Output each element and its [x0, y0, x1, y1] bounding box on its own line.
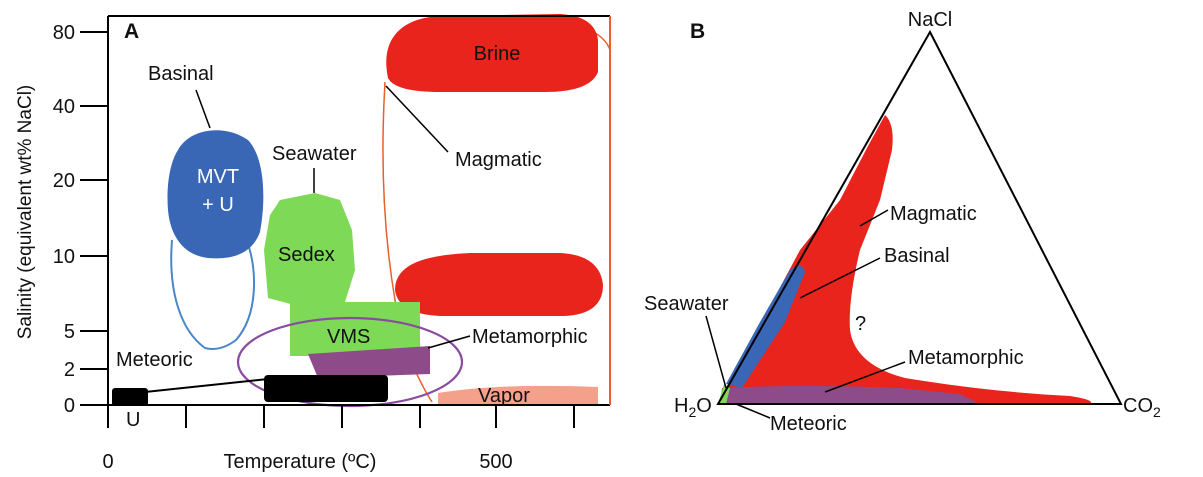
u-label: U — [126, 409, 140, 431]
basinal-leader — [195, 89, 211, 129]
metamorphic-leader-b — [824, 361, 906, 393]
meteoric-label-b: Meteoric — [770, 413, 847, 435]
panel-a: 80 40 20 10 5 2 0 0 500 Temperature (ºC)… — [15, 14, 611, 473]
metamorphic-label-b: Metamorphic — [908, 347, 1024, 369]
vertex-co2: CO2 — [1123, 395, 1161, 420]
y-tick-label-40: 40 — [53, 96, 75, 118]
seawater-label-a: Seawater — [272, 143, 357, 165]
vms-label: VMS — [327, 326, 370, 348]
brine-field — [386, 14, 598, 92]
y-tick-label-0: 0 — [64, 395, 75, 417]
vertex-h2o-h: H — [674, 395, 688, 417]
brine-label: Brine — [474, 43, 521, 65]
panel-b-labels: Magmatic Basinal Seawater ? Metamorphic … — [644, 203, 1024, 435]
basinal-outline — [170, 237, 255, 350]
metamorphic-core — [308, 346, 430, 378]
sedex-label: Sedex — [278, 244, 335, 266]
sedex-field — [264, 193, 355, 306]
magmatic-label-b: Magmatic — [890, 203, 977, 225]
y-axis-label: Salinity (equivalent wt% NaCl) — [15, 85, 36, 340]
meteoric-leader-b — [735, 403, 771, 419]
basinal-label-b: Basinal — [884, 245, 950, 267]
magmatic-label-a: Magmatic — [455, 149, 542, 171]
panel-b-letter: B — [690, 20, 705, 43]
metamorphic-leader — [427, 335, 471, 349]
mvt-label-line2: + U — [202, 194, 234, 216]
magmatic-leader-b — [859, 209, 889, 227]
mvt-u-field — [167, 130, 264, 259]
vms-field — [290, 302, 420, 356]
magmatic-region-b — [722, 115, 1092, 404]
meteoric-field-large — [264, 375, 388, 402]
x-axis-label: Temperature (ºC) — [224, 451, 377, 473]
y-tick-label-20: 20 — [53, 170, 75, 192]
vapor-label: Vapor — [478, 385, 530, 407]
magmatic-leader — [385, 85, 449, 153]
meteoric-field-small — [112, 388, 148, 406]
y-tick-label-2: 2 — [64, 359, 75, 381]
panel-a-labels: Brine Magmatic Basinal MVT + U Seawater … — [116, 43, 588, 431]
magmatic-lower-field — [395, 253, 603, 316]
vertex-h2o-o: O — [696, 395, 712, 417]
vertex-co2-sub: 2 — [1153, 404, 1161, 420]
meteoric-label-a: Meteoric — [116, 349, 193, 371]
x-tick-label-500: 500 — [479, 451, 512, 473]
y-tick-marks — [80, 31, 108, 406]
x-tick-label-0: 0 — [102, 451, 113, 473]
y-tick-labels: 80 40 20 10 5 2 0 — [53, 22, 75, 417]
seawater-leader-b — [705, 315, 727, 389]
y-tick-label-80: 80 — [53, 22, 75, 44]
vertex-h2o: H2O — [674, 395, 712, 420]
panel-b: NaCl H2O CO2 B Magmatic Basinal Seawater… — [644, 9, 1161, 435]
question-label-b: ? — [855, 313, 866, 335]
x-tick-marks — [107, 405, 575, 428]
basinal-label-a: Basinal — [148, 63, 214, 85]
ternary-triangle — [716, 29, 1123, 405]
y-tick-label-10: 10 — [53, 246, 75, 268]
basinal-leader-b — [799, 257, 881, 299]
metamorphic-label-a: Metamorphic — [472, 326, 588, 348]
basinal-region-b — [726, 265, 805, 388]
panel-b-leaders — [705, 209, 906, 419]
vertex-nacl: NaCl — [908, 9, 952, 31]
vertex-h2o-sub: 2 — [688, 404, 696, 420]
panel-a-letter: A — [124, 20, 139, 43]
vertex-co2-base: CO — [1123, 395, 1153, 417]
seawater-label-b: Seawater — [644, 293, 729, 315]
vapor-field — [438, 385, 598, 404]
meteoric-connector — [144, 378, 269, 393]
mvt-label-line1: MVT — [197, 166, 239, 188]
panel-a-leaders — [195, 85, 471, 349]
y-tick-label-5: 5 — [64, 321, 75, 343]
metamorphic-band-b — [720, 386, 980, 404]
